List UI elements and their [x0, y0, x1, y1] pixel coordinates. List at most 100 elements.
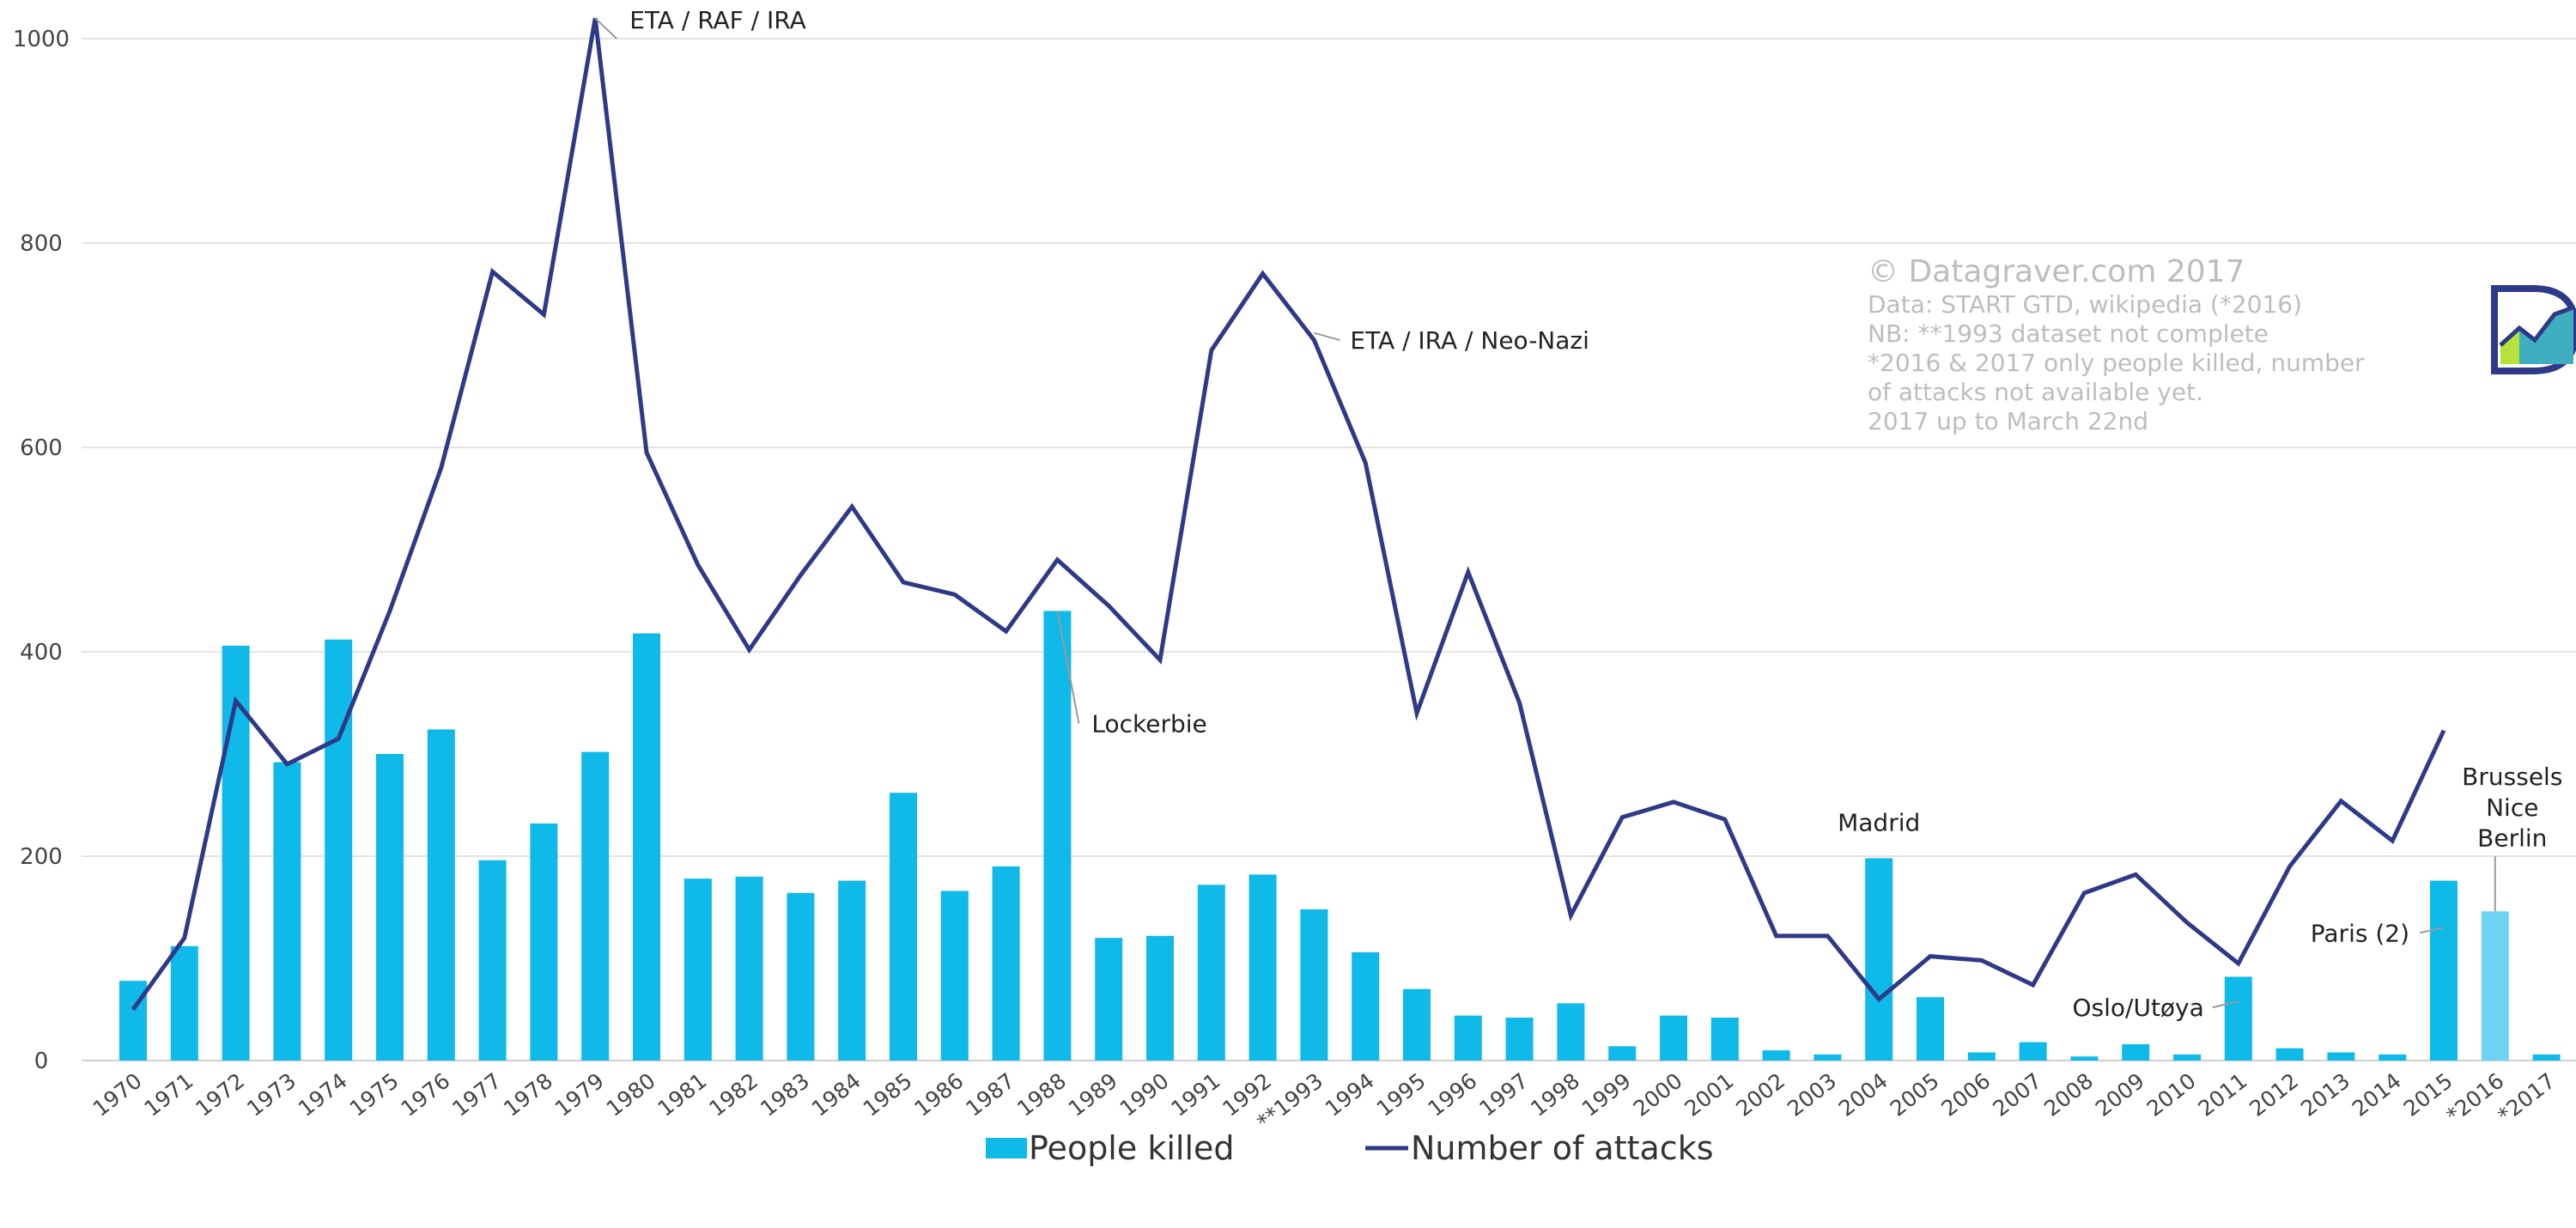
x-tick-label: 1975 — [345, 1068, 404, 1122]
x-tick-label: 1998 — [1526, 1068, 1584, 1122]
credit-line-3: *2016 & 2017 only people killed, number — [1868, 349, 2365, 377]
annotation-label: ETA / RAF / IRA — [629, 6, 806, 34]
bar-2015 — [2430, 880, 2458, 1061]
legend-label-people-killed: People killed — [1029, 1129, 1235, 1167]
x-tick-label: 2002 — [1731, 1068, 1789, 1122]
bar-1975 — [376, 754, 404, 1061]
x-tick-label: 1988 — [1012, 1068, 1071, 1122]
x-tick-label: 1972 — [191, 1068, 249, 1122]
x-tick-label: 1982 — [704, 1068, 762, 1122]
annotation-leader — [1314, 331, 1340, 342]
x-tick-label: 2006 — [1937, 1068, 1996, 1122]
x-tick-label: 1999 — [1577, 1068, 1636, 1122]
annotation-label: Brussels — [2462, 763, 2562, 791]
bar-2000 — [1660, 1015, 1687, 1061]
bar-2001 — [1710, 1018, 1739, 1061]
bar-1995 — [1403, 988, 1431, 1061]
bar-2013 — [2327, 1052, 2355, 1061]
bar-1976 — [427, 729, 455, 1061]
x-tick-label: 1978 — [499, 1068, 557, 1122]
datagraver-logo-icon — [2491, 285, 2576, 374]
x-tick-label: 1976 — [397, 1068, 455, 1122]
bar-1982 — [735, 876, 763, 1061]
annotation-label: Oslo/Utøya — [2072, 994, 2203, 1022]
x-tick-label: 2009 — [2091, 1068, 2149, 1122]
legend-label-number-of-attacks: Number of attacks — [1411, 1129, 1714, 1167]
credit-line-2: NB: **1993 dataset not complete — [1868, 319, 2269, 348]
x-tick-label: 2010 — [2142, 1068, 2201, 1122]
x-tick-label: 1997 — [1474, 1068, 1533, 1122]
line-number-of-attacks — [131, 17, 2446, 1011]
x-tick-label: 2011 — [2194, 1068, 2252, 1122]
x-tick-label: 1974 — [294, 1068, 352, 1122]
bar-2006 — [1967, 1052, 1996, 1061]
bar-1998 — [1557, 1003, 1585, 1061]
x-tick-label: 1990 — [1115, 1068, 1174, 1122]
x-tick-label: 1996 — [1424, 1068, 1482, 1122]
annotation-leader — [2212, 1000, 2239, 1009]
bar-**1993 — [1300, 909, 1328, 1061]
bar-1996 — [1454, 1015, 1482, 1061]
bar-1994 — [1352, 951, 1380, 1061]
annotation-label: Madrid — [1838, 808, 1920, 836]
x-tick-label: 1987 — [961, 1068, 1019, 1122]
annotation-leader — [594, 17, 617, 40]
bar-2003 — [1814, 1054, 1842, 1061]
x-tick-label: *2016 — [2442, 1068, 2509, 1128]
credit-line-1: Data: START GTD, wikipedia (*2016) — [1868, 290, 2302, 319]
bar-1977 — [478, 860, 507, 1061]
x-tick-label: 1989 — [1064, 1068, 1122, 1122]
bar-1985 — [890, 793, 917, 1061]
bar-*2017 — [2532, 1054, 2561, 1061]
bar-1974 — [325, 639, 353, 1061]
bar-2012 — [2275, 1048, 2304, 1061]
x-tick-label: 1979 — [550, 1068, 609, 1122]
y-tick-label: 200 — [20, 844, 63, 870]
bar-1988 — [1043, 611, 1072, 1061]
annotation-label: Berlin — [2477, 824, 2547, 853]
bar-1983 — [787, 892, 815, 1061]
gridlines — [82, 38, 2576, 1061]
annotation-label: Paris (2) — [2311, 919, 2409, 947]
x-tick-label: 1973 — [242, 1068, 301, 1122]
y-axis: 0 200 400 600 800 1000 — [13, 27, 70, 1074]
y-tick-label: 600 — [20, 435, 63, 461]
bar-1978 — [530, 823, 558, 1061]
bar-series-people-killed — [119, 611, 2561, 1061]
x-tick-label: *2017 — [2493, 1068, 2560, 1128]
bar-2002 — [1762, 1050, 1790, 1061]
bar-1990 — [1146, 935, 1174, 1061]
annotation-label: Lockerbie — [1091, 709, 1206, 738]
x-tick-label: 2001 — [1680, 1068, 1739, 1122]
x-tick-label: 2012 — [2245, 1068, 2303, 1122]
x-tick-label: 1995 — [1372, 1068, 1431, 1122]
bar-1986 — [940, 891, 969, 1061]
bar-1987 — [992, 866, 1020, 1061]
bar-1971 — [170, 945, 198, 1061]
bar-2009 — [2122, 1043, 2150, 1061]
x-tick-label: 1983 — [756, 1068, 814, 1122]
annotation-label: ETA / IRA / Neo-Nazi — [1350, 326, 1589, 355]
x-tick-label: 1971 — [140, 1068, 198, 1122]
x-tick-label: 1986 — [910, 1068, 969, 1122]
x-tick-label: 1991 — [1167, 1068, 1225, 1122]
x-tick-label: 1970 — [88, 1068, 147, 1122]
credits-block: © Datagraver.com 2017 Data: START GTD, w… — [1868, 254, 2365, 435]
bar-2005 — [1917, 997, 1944, 1061]
y-tick-label: 800 — [20, 231, 63, 257]
x-tick-label: 2005 — [1886, 1068, 1944, 1122]
y-tick-label: 0 — [34, 1049, 49, 1074]
credit-line-0: © Datagraver.com 2017 — [1868, 254, 2245, 289]
x-tick-label: 2008 — [2039, 1068, 2098, 1122]
bar-1997 — [1505, 1018, 1534, 1061]
bar-1979 — [581, 751, 610, 1061]
x-tick-label: 2007 — [1988, 1068, 2046, 1122]
x-tick-label: 1980 — [602, 1068, 660, 1122]
bar-2011 — [2224, 976, 2252, 1061]
line-series-number-of-attacks — [131, 17, 2446, 1011]
credit-line-5: 2017 up to March 22nd — [1868, 407, 2148, 435]
x-tick-label: 2014 — [2348, 1068, 2406, 1122]
bar-1992 — [1249, 874, 1277, 1061]
bar-1980 — [633, 633, 660, 1061]
